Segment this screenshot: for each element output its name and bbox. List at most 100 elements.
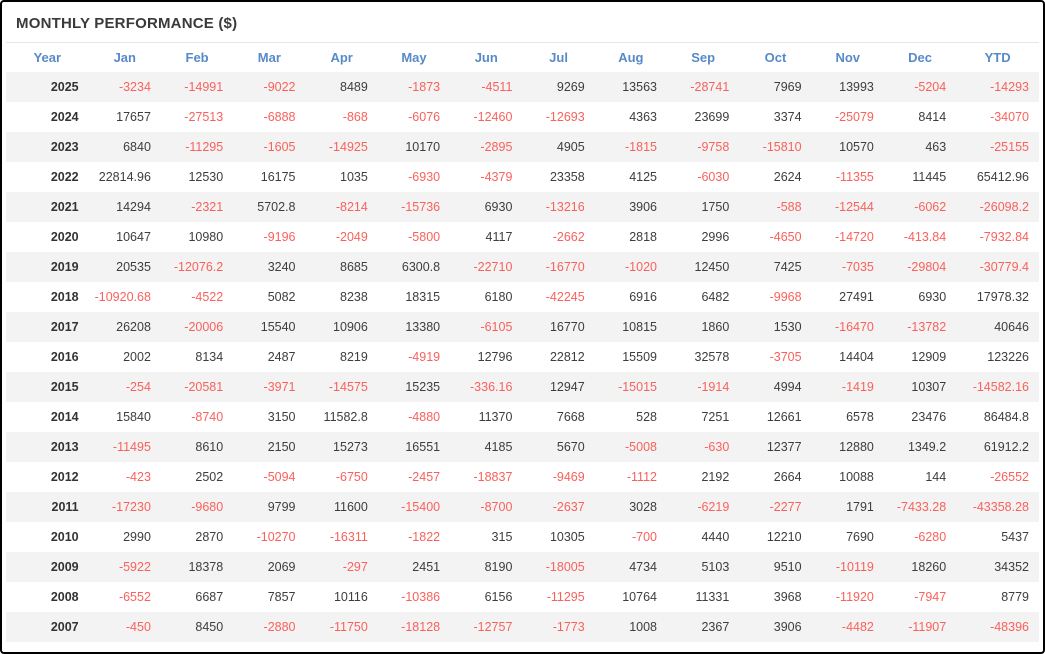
value-cell: -13216 (545, 200, 585, 214)
value-cell: -14575 (328, 380, 368, 394)
value-cell: 65412.96 (976, 170, 1029, 184)
value-cell: -42245 (545, 290, 585, 304)
value-cell: 4440 (701, 530, 730, 544)
value-cell: -450 (125, 620, 151, 634)
value-cell: -10270 (256, 530, 296, 544)
value-cell: -4511 (481, 80, 513, 94)
value-cell: -630 (704, 440, 730, 454)
value-cell: 4117 (485, 230, 513, 244)
value-cell: 8190 (484, 560, 513, 574)
value-cell: 10116 (333, 590, 368, 604)
value-cell: 11600 (333, 500, 368, 514)
value-cell: -26552 (990, 470, 1029, 484)
value-cell: -6105 (480, 320, 513, 334)
value-cell: -1873 (408, 80, 441, 94)
value-cell: 9510 (773, 560, 802, 574)
value-cell: 1530 (773, 320, 802, 334)
year-cell: 2009 (50, 560, 79, 574)
value-cell: -1020 (625, 260, 657, 274)
value-cell: 1008 (629, 620, 657, 634)
value-cell: 10647 (116, 230, 151, 244)
table-row: 2008 -6552 6687 7857 10116 -10386 6156 -11295 10… (6, 582, 1039, 612)
table-row: 2007 -450 8450 -2880 -11750 -18128 -12757 -1773… (6, 612, 1039, 642)
value-cell: 6840 (123, 140, 151, 154)
value-cell: 8414 (918, 110, 947, 124)
value-cell: 23476 (911, 410, 947, 424)
value-cell: -15810 (762, 140, 802, 154)
value-cell: 12450 (694, 260, 730, 274)
value-cell: -5922 (118, 560, 151, 574)
value-cell: 6156 (484, 590, 513, 604)
table-row: 2015 -254 -20581 -3971 -14575 15235 -336.16 129… (6, 372, 1039, 402)
value-cell: -15015 (618, 380, 657, 394)
value-cell: -8740 (191, 410, 224, 424)
value-cell: -29804 (907, 260, 947, 274)
title-divider (6, 42, 1039, 43)
value-cell: 5437 (1001, 530, 1029, 544)
value-cell: 18260 (911, 560, 947, 574)
value-cell: -6219 (697, 500, 730, 514)
value-cell: 86484.8 (983, 410, 1029, 424)
value-cell: 4185 (484, 440, 513, 454)
value-cell: -12460 (473, 110, 513, 124)
value-cell: 14404 (839, 350, 874, 364)
value-cell: 17657 (116, 110, 151, 124)
value-cell: -9680 (191, 500, 224, 514)
value-cell: 2664 (773, 470, 802, 484)
value-cell: -1822 (408, 530, 441, 544)
value-cell: -2049 (335, 230, 368, 244)
table-row: 2011 -17230 -9680 9799 11600 -15400 -8700 -2637… (6, 492, 1039, 522)
value-cell: 12377 (766, 440, 802, 454)
value-cell: 10307 (911, 380, 947, 394)
year-cell: 2024 (50, 110, 79, 124)
value-cell: -297 (342, 560, 368, 574)
value-cell: -3705 (769, 350, 802, 364)
value-cell: -6280 (914, 530, 947, 544)
value-cell: -20581 (184, 380, 224, 394)
value-cell: 2624 (773, 170, 802, 184)
value-cell: -336.16 (470, 380, 513, 394)
value-cell: 1860 (701, 320, 730, 334)
value-cell: 7425 (773, 260, 802, 274)
value-cell: 8779 (1001, 590, 1029, 604)
value-cell: -43358.28 (972, 500, 1029, 514)
year-cell: 2025 (50, 80, 79, 94)
value-cell: 123226 (987, 350, 1029, 364)
value-cell: 7251 (701, 410, 730, 424)
value-cell: 2367 (701, 620, 730, 634)
value-cell: -423 (125, 470, 151, 484)
column-header-oct: Oct (764, 50, 787, 65)
value-cell: -2321 (191, 200, 224, 214)
value-cell: 7690 (846, 530, 874, 544)
value-cell: -11355 (835, 170, 874, 184)
value-cell: 2502 (195, 470, 224, 484)
column-header-sep: Sep (691, 50, 716, 65)
value-cell: 15840 (116, 410, 151, 424)
value-cell: 2870 (195, 530, 224, 544)
value-cell: 12530 (188, 170, 224, 184)
value-cell: 6930 (484, 200, 513, 214)
value-cell: 4125 (629, 170, 657, 184)
value-cell: 18378 (188, 560, 224, 574)
value-cell: -5008 (625, 440, 657, 454)
value-cell: -4522 (191, 290, 224, 304)
value-cell: 1791 (846, 500, 874, 514)
year-cell: 2007 (50, 620, 79, 634)
column-header-apr: Apr (330, 50, 353, 65)
value-cell: -7035 (841, 260, 874, 274)
value-cell: 40646 (994, 320, 1029, 334)
value-cell: 22814.96 (98, 170, 151, 184)
value-cell: 12210 (766, 530, 802, 544)
year-cell: 2012 (50, 470, 79, 484)
value-cell: -9022 (263, 80, 296, 94)
year-cell: 2008 (50, 590, 79, 604)
value-cell: 61912.2 (983, 440, 1029, 454)
value-cell: 6482 (701, 290, 730, 304)
table-header: Year Jan Feb Mar Apr May Jun Jul Aug Sep Oct Nov Dec… (6, 43, 1039, 72)
value-cell: 8610 (195, 440, 224, 454)
value-cell: -17230 (111, 500, 151, 514)
value-cell: -16470 (834, 320, 874, 334)
value-cell: -22710 (473, 260, 513, 274)
value-cell: 11331 (695, 590, 730, 604)
